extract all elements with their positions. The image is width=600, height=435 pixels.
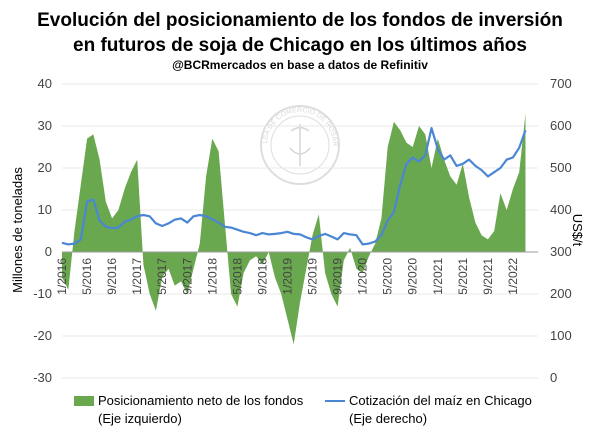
x-tick-label: 9/2019 <box>331 258 345 295</box>
chart-subtitle: @BCRmercados en base a datos de Refiniti… <box>172 58 428 72</box>
y-left-tick-label: 0 <box>45 244 52 259</box>
y-axis-right-label: US$/t <box>570 214 585 247</box>
x-tick-label: 5/2017 <box>155 258 169 295</box>
x-tick-label: 5/2018 <box>230 258 244 295</box>
y-right-tick-label: 0 <box>550 370 557 385</box>
fund-position-area <box>62 113 526 345</box>
x-tick-label: 5/2020 <box>381 258 395 295</box>
y-right-tick-label: 700 <box>550 76 572 91</box>
legend-sub-fund-position: (Eje izquierdo) <box>98 411 182 426</box>
x-tick-label: 1/2019 <box>280 258 294 295</box>
y-right-tick-label: 200 <box>550 286 572 301</box>
legend-label-fund-position: Posicionamiento neto de los fondos <box>98 393 304 408</box>
y-left-tick-label: 20 <box>38 160 52 175</box>
x-tick-label: 5/2016 <box>80 258 94 295</box>
x-tick-label: 9/2016 <box>105 258 119 295</box>
x-tick-label: 9/2018 <box>255 258 269 295</box>
chart-title-line1: Evolución del posicionamiento de los fon… <box>37 10 563 31</box>
y-right-tick-label: 600 <box>550 118 572 133</box>
x-tick-label: 1/2017 <box>130 258 144 295</box>
x-axis-ticks: 1/2016 5/2016 9/2016 1/2017 5/2017 9/2017 1/20… <box>55 258 520 295</box>
x-tick-label: 5/2021 <box>456 258 470 295</box>
x-tick-label: 9/2020 <box>406 258 420 295</box>
chart-title-line2: en futuros de soja de Chicago en los últ… <box>73 35 527 56</box>
x-tick-label: 1/2016 <box>55 258 69 295</box>
y-right-tick-label: 300 <box>550 244 572 259</box>
y-left-tick-label: 30 <box>38 118 52 133</box>
y-right-tick-label: 500 <box>550 160 572 175</box>
legend-sub-corn-price: (Eje derecho) <box>349 411 428 426</box>
legend-item-corn-price: Cotización del maíz en Chicago (Eje dere… <box>325 392 532 428</box>
watermark-seal-icon: BOLSA DE COMERCIO DE ROSARIO <box>0 0 340 185</box>
legend-area-swatch <box>74 396 94 406</box>
right-axis-ticks: 700 600 500 400 300 200 100 0 <box>550 76 572 385</box>
y-right-tick-label: 400 <box>550 202 572 217</box>
y-left-tick-label: -10 <box>33 286 52 301</box>
y-left-tick-label: -30 <box>33 370 52 385</box>
x-tick-label: 9/2021 <box>481 258 495 295</box>
x-tick-label: 1/2022 <box>506 258 520 295</box>
corn-price-line <box>61 127 527 246</box>
legend-label-corn-price: Cotización del maíz en Chicago <box>349 393 532 408</box>
y-left-tick-label: 10 <box>38 202 52 217</box>
gridlines <box>62 83 538 379</box>
legend-line-swatch <box>325 400 345 402</box>
y-right-tick-label: 100 <box>550 328 572 343</box>
x-tick-label: 1/2020 <box>356 258 370 295</box>
legend-item-fund-position: Posicionamiento neto de los fondos (Eje … <box>74 392 303 428</box>
y-left-tick-label: -20 <box>33 328 52 343</box>
x-tick-label: 9/2017 <box>180 258 194 295</box>
y-axis-left-label: Millones de toneladas <box>10 167 25 293</box>
chart-title: Evolución del posicionamiento de los fon… <box>0 8 600 58</box>
x-tick-label: 1/2021 <box>431 258 445 295</box>
x-tick-label: 5/2019 <box>306 258 320 295</box>
y-left-tick-label: 40 <box>38 76 52 91</box>
left-axis-ticks: 40 30 20 10 0 -10 -20 -30 <box>33 76 52 385</box>
x-tick-label: 1/2018 <box>205 258 219 295</box>
